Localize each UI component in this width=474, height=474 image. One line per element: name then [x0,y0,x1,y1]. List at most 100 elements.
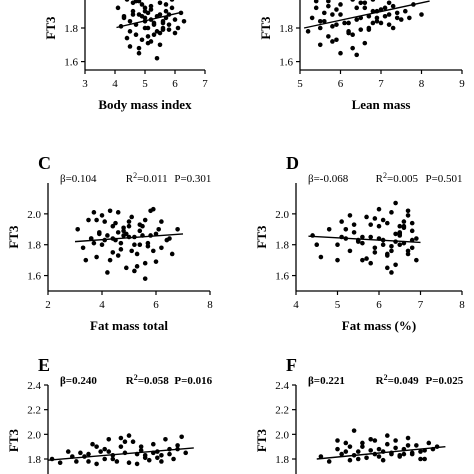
data-point [159,453,164,458]
data-point [407,15,412,21]
data-point [389,451,394,457]
data-point [181,18,187,24]
data-point [386,22,392,27]
data-point [102,219,107,224]
panel-letter: D [286,153,299,173]
data-point [339,451,344,457]
data-point [124,35,130,41]
data-point [124,0,130,2]
data-point [171,456,176,462]
data-point [338,12,343,17]
data-point [368,222,374,227]
data-point [145,34,151,39]
data-point [401,219,407,224]
data-point [126,223,132,229]
data-point [364,256,369,261]
data-point [126,219,132,224]
data-point [364,455,369,461]
data-point [378,20,384,26]
data-point [382,13,388,19]
data-point [151,206,156,212]
x-tick-label: 6 [338,78,344,90]
data-point [385,220,390,226]
x-tick-label: 5 [297,78,303,90]
data-point [121,233,126,238]
data-point [343,226,349,232]
data-point [330,24,335,29]
data-point [318,254,324,260]
data-point [409,245,415,251]
data-point [91,240,97,246]
y-axis-title: FT3 [254,225,269,249]
data-point [130,439,136,445]
trend-line [47,447,194,461]
data-point [409,220,415,226]
data-point [335,242,340,248]
data-point [127,29,133,34]
data-point [166,22,172,27]
trend-line [316,445,446,460]
data-point [354,5,360,11]
data-point [156,226,161,232]
x-tick-label: 5 [142,78,148,90]
data-point [136,50,142,56]
data-point [374,15,380,21]
data-point [405,213,411,218]
data-point [137,228,143,234]
data-point [163,2,169,7]
x-tick-label: 9 [459,78,465,90]
panel-a: 1.6 1.8 2.0 3 4 5 6 7 Body mass index FT3 [43,0,208,112]
data-point [151,441,156,447]
x-tick-label: 8 [459,299,465,311]
data-point [142,260,148,266]
x-tick-label: 5 [335,299,341,311]
data-point [142,276,148,281]
data-point [347,248,353,254]
data-point [130,8,136,14]
data-point [99,242,105,248]
data-point [105,270,110,275]
data-point [335,438,340,443]
data-point [366,27,372,32]
stat-r2-prefix: R2=0.011 [126,171,168,185]
data-point [372,216,378,221]
data-point [172,30,178,36]
data-point [354,52,360,58]
data-point [326,226,332,232]
data-point [330,39,335,44]
data-point [346,30,351,36]
data-point [126,460,132,466]
y-axis-title: FT3 [6,225,21,249]
data-point [163,436,168,442]
stat-r2-sup: 2 [383,171,387,180]
data-point [355,456,361,462]
stat-r2-value: =0.005 [387,173,418,185]
y-tick-label: 1.6 [27,271,41,283]
x-tick-label: 7 [418,299,424,311]
data-point [167,236,172,241]
stat-beta: β=0.221 [308,375,345,387]
data-point [94,444,99,449]
data-point [385,441,390,447]
data-point [422,456,427,462]
data-point [418,456,423,462]
data-point [313,0,319,4]
data-point [358,0,364,6]
data-point [368,260,374,266]
data-point [145,40,151,46]
data-point [350,32,355,38]
data-point [380,217,386,223]
x-tick-label: 3 [82,78,88,90]
data-point [368,448,374,453]
y-tick-label: 1.8 [275,240,289,252]
data-point [398,17,404,22]
data-point [360,444,365,449]
y-tick-label: 2.0 [275,209,289,221]
data-point [351,230,357,235]
data-point [360,257,365,263]
data-point [107,257,113,263]
data-point [102,446,107,452]
data-point [335,257,340,263]
stat-r2-value: =0.011 [137,173,168,185]
data-point [78,450,83,456]
